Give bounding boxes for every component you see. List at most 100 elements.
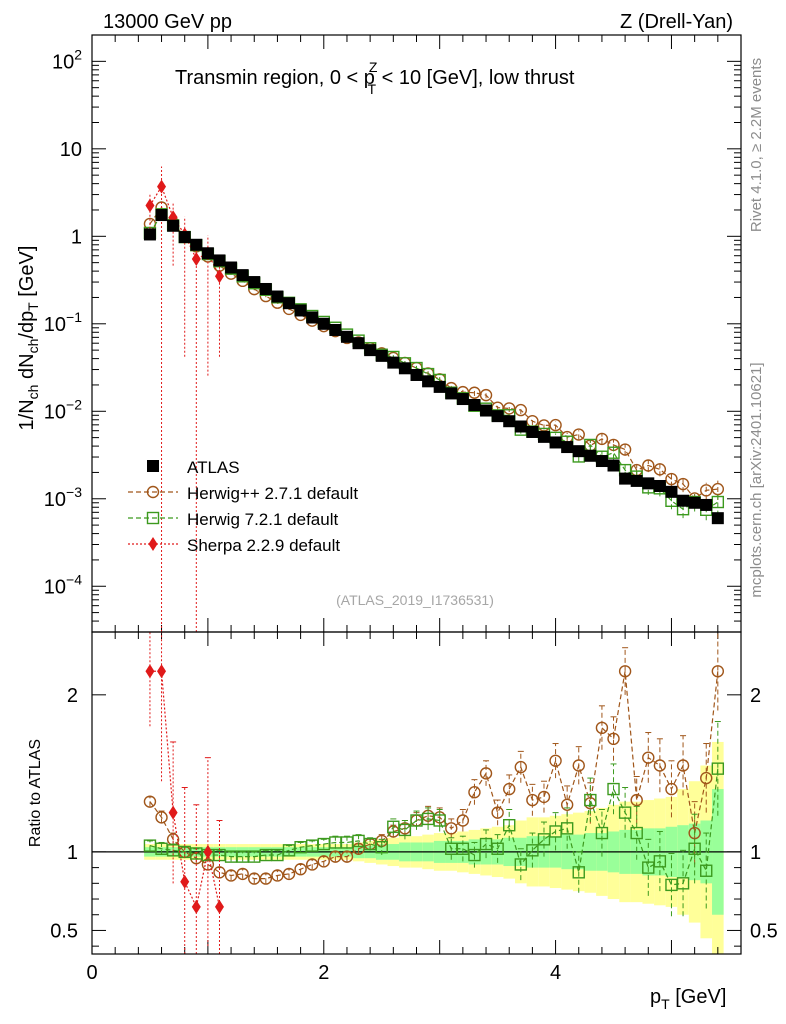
main-series-line-0 xyxy=(149,206,718,500)
ratio-point-square xyxy=(433,814,446,827)
ratio-point-circle xyxy=(665,782,678,796)
ratio-point-square xyxy=(537,833,551,846)
y-tick-label: 10 xyxy=(60,139,82,161)
ratio-point-square xyxy=(560,822,574,835)
ratio-point-circle xyxy=(294,862,307,876)
y-tick-label: 10−2 xyxy=(44,396,82,423)
x-tick-label: 4 xyxy=(550,962,561,984)
data-point xyxy=(537,430,550,443)
region-title-suffix: < 10 [GeV], low thrust xyxy=(376,67,575,89)
data-point xyxy=(561,441,574,454)
legend-marker xyxy=(146,511,160,525)
ratio-point-circle xyxy=(305,858,319,871)
region-title: Transmin region, 0 < pZ T < 10 [GeV], low… xyxy=(175,59,575,97)
main-point-diamond xyxy=(214,269,224,284)
ratio-point-square xyxy=(584,793,597,807)
ratio-point-circle xyxy=(560,798,574,811)
ratio-point-circle xyxy=(224,869,238,882)
ratio-point-square xyxy=(688,842,701,855)
ratio-point-circle xyxy=(317,855,330,868)
data-point xyxy=(677,494,690,507)
main-point-circle xyxy=(503,402,516,415)
ratio-point-circle xyxy=(514,760,528,774)
ratio-point-diamond xyxy=(168,805,178,820)
y-tick-label: 1 xyxy=(71,226,82,248)
ratio-point-square xyxy=(653,855,667,868)
ratio-point-circle xyxy=(595,721,609,735)
ratio-point-circle xyxy=(503,782,516,796)
data-point xyxy=(433,380,446,393)
ratio-point-square xyxy=(491,842,504,855)
data-point xyxy=(642,477,655,490)
data-point xyxy=(491,410,504,423)
data-point xyxy=(213,254,226,267)
data-point xyxy=(595,455,608,468)
data-point xyxy=(549,436,562,449)
data-point xyxy=(665,485,678,498)
data-point xyxy=(410,368,423,381)
data-point xyxy=(456,393,469,406)
ratio-point-diamond xyxy=(191,899,201,914)
region-title-sup: Z xyxy=(369,59,378,75)
ratio-point-square xyxy=(607,782,620,796)
data-point xyxy=(503,415,516,428)
ratio-frame xyxy=(91,631,742,955)
ratio-point-circle xyxy=(491,806,504,819)
y-tick-label: 102 xyxy=(52,46,82,73)
data-point xyxy=(375,349,388,362)
main-series-line-1 xyxy=(149,213,719,511)
ratio-tick-label-left: 2 xyxy=(67,685,78,707)
ratio-point-circle xyxy=(456,814,470,827)
legend-marker xyxy=(147,460,159,472)
data-point xyxy=(317,317,330,330)
ratio-point-circle xyxy=(630,793,643,807)
ratio-point-square xyxy=(503,819,516,832)
region-title-prefix: Transmin region, 0 < p xyxy=(175,67,375,89)
main-point-diamond xyxy=(145,198,155,213)
svg-text:1/Nch dNch/dpT [GeV]: 1/Nch dNch/dpT [GeV] xyxy=(16,246,41,431)
legend-marker xyxy=(146,485,160,499)
ratio-point-circle xyxy=(468,786,481,799)
data-point xyxy=(190,238,203,251)
legend-marker xyxy=(148,537,158,551)
data-point xyxy=(259,282,272,295)
y-axis-title-main: 1/Nch dNch/dpT [GeV] xyxy=(16,246,41,431)
ratio-point-square xyxy=(642,861,655,874)
data-point xyxy=(514,420,527,433)
ratio-point-circle xyxy=(607,732,620,746)
y-tick-label: 10−3 xyxy=(44,484,82,511)
data-point xyxy=(225,261,238,274)
data-point xyxy=(584,449,597,462)
legend-label: Sherpa 2.2.9 default xyxy=(187,536,340,555)
data-point xyxy=(167,219,180,232)
data-point xyxy=(422,375,435,388)
ratio-point-diamond xyxy=(203,844,213,859)
data-point xyxy=(271,290,284,303)
ratio-point-square xyxy=(618,806,632,819)
data-point xyxy=(201,247,214,260)
data-point xyxy=(364,344,377,357)
ratio-point-square xyxy=(572,866,585,879)
ratio-point-square xyxy=(595,826,609,840)
data-point xyxy=(178,231,191,244)
header-right: Z (Drell-Yan) xyxy=(620,11,733,33)
ratio-point-circle xyxy=(259,872,273,885)
data-point xyxy=(248,276,261,289)
ratio-point-square xyxy=(676,877,690,890)
main-point-circle xyxy=(642,459,655,472)
legend: ATLAS Herwig++ 2.7.1 default Herwig 7.2.1 … xyxy=(128,458,358,555)
data-point xyxy=(352,337,365,350)
ratio-point-square xyxy=(700,864,713,877)
data-point xyxy=(387,356,400,369)
ratio-point-circle xyxy=(236,867,249,881)
ratio-point-circle xyxy=(549,754,562,767)
data-point xyxy=(700,498,713,511)
ratio-point-circle xyxy=(445,822,458,835)
ratio-point-square xyxy=(711,762,725,775)
ratio-point-circle xyxy=(155,811,168,824)
data-point xyxy=(340,330,353,343)
ratio-point-circle xyxy=(340,850,354,863)
ratio-point-circle xyxy=(526,793,539,807)
ratio-point-diamond xyxy=(145,664,155,679)
